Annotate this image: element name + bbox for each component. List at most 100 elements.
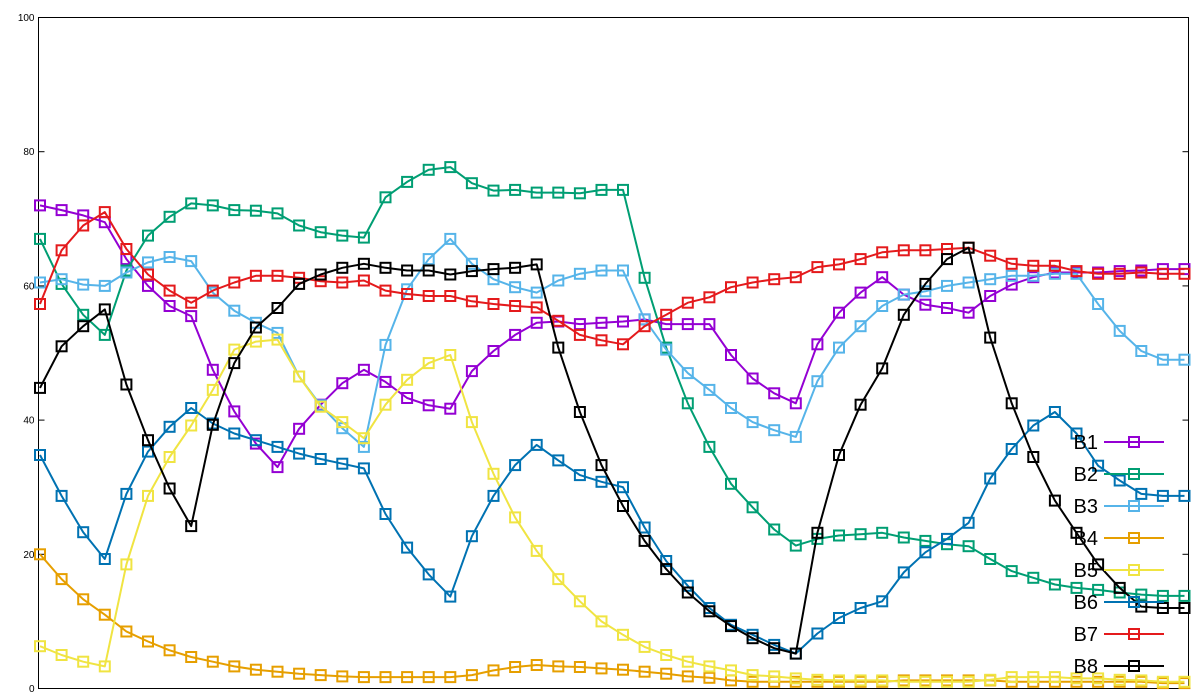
data-point [789,539,802,552]
data-point [833,258,845,271]
data-point [271,269,284,282]
data-point [552,186,565,199]
data-point [98,206,111,219]
data-point [185,419,198,432]
data-point [919,277,932,290]
data-point [984,249,997,262]
data-point [1048,406,1061,418]
data-point [401,175,414,188]
data-point [919,675,932,688]
data-point [271,207,284,220]
data-point [1113,324,1126,337]
data-point [725,620,737,633]
data-point [185,255,198,268]
data-point [789,271,802,284]
data-point [962,241,975,254]
data-point [595,475,608,488]
legend-label: B4 [1074,528,1098,550]
data-point [919,546,932,559]
data-point [55,340,68,353]
y-tick-label: 0 [29,684,35,695]
data-point [811,338,824,351]
data-point [487,664,500,677]
series-layer [34,161,1191,690]
data-point [660,649,673,661]
data-point [314,400,327,413]
series-b1 [34,199,1191,474]
legend-item-b6: B6 [1074,592,1164,614]
series-line [39,338,1185,683]
data-point [55,489,68,502]
data-point [379,191,392,204]
data-point [876,300,889,312]
data-point [422,568,435,581]
data-point [876,271,889,284]
legend-swatch-marker [1128,564,1140,576]
data-point [703,383,716,396]
data-point [1092,267,1105,280]
data-point [660,343,673,356]
data-point [1005,257,1018,270]
data-point [854,320,867,333]
data-point [509,300,522,312]
data-point [746,675,759,688]
data-point [1027,419,1040,432]
data-point [746,501,759,514]
data-point [357,440,370,453]
data-point [681,670,694,683]
data-point [34,449,46,461]
data-point [34,298,46,310]
data-point [573,328,586,341]
data-point [1048,259,1061,272]
data-point [811,627,824,640]
data-point [77,526,90,539]
data-point [1135,588,1148,601]
data-point [1005,269,1018,282]
plot-frame [38,17,1189,689]
data-point [1048,267,1061,280]
data-point [854,602,867,614]
data-point [249,321,262,334]
data-point [681,318,694,331]
data-point [789,430,802,443]
data-point [617,315,629,328]
data-point [552,274,565,287]
data-point [725,477,737,490]
y-tick-label: 20 [23,550,35,561]
data-point [617,628,629,641]
data-point [573,595,586,608]
data-point [1135,487,1148,500]
data-point [379,375,392,388]
data-point [98,328,111,341]
y-axis-ticks: 0 20 40 60 80 100 [18,13,1189,695]
legend-item-b3: B3 [1074,496,1164,518]
data-point [1005,565,1018,578]
data-point [746,276,759,289]
data-point [876,246,889,259]
data-point [509,328,522,341]
data-point [55,244,68,257]
data-point [681,655,694,668]
data-point [271,461,284,474]
data-point [725,402,737,414]
data-point [249,335,262,348]
data-point [379,398,392,411]
data-point [876,674,889,687]
legend-item-b1: B1 [1074,432,1164,454]
data-point [465,257,478,270]
data-point [1113,474,1126,487]
data-point [703,291,716,304]
data-point [1178,267,1191,280]
data-point [984,673,997,686]
data-point [401,392,414,404]
data-point [249,204,262,217]
data-point [357,231,370,244]
legend-item-b2: B2 [1074,464,1164,486]
series-line [39,237,1185,448]
data-point [703,671,716,684]
legend-item-b7: B7 [1074,624,1164,646]
data-point [1092,558,1105,571]
data-point [746,416,759,429]
data-point [1178,602,1191,614]
data-point [465,669,478,682]
